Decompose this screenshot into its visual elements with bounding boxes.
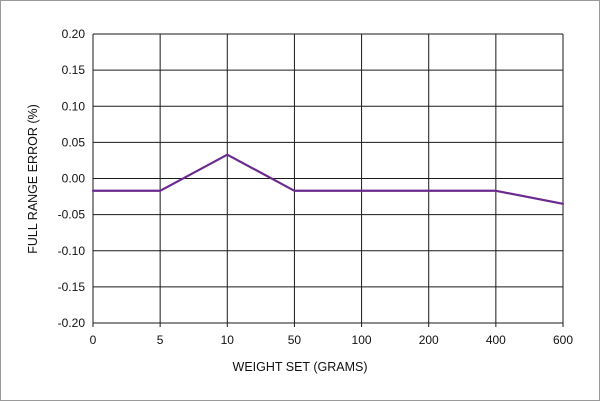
x-tick-label: 400 — [486, 333, 506, 347]
y-tick-label: 0.15 — [62, 63, 86, 77]
x-axis-label: WEIGHT SET (GRAMS) — [233, 360, 368, 374]
data-series — [91, 153, 565, 205]
x-tick-label: 0 — [90, 333, 97, 347]
grid-lines — [92, 33, 564, 327]
y-tick-label: -0.10 — [58, 244, 86, 258]
x-tick-label: 10 — [221, 333, 235, 347]
y-tick-labels: 0.20 0.15 0.10 0.05 0.00 -0.05 -0.10 -0.15 -0.20 — [58, 27, 86, 330]
x-tick-labels: 0 5 10 50 100 200 400 600 — [90, 333, 574, 347]
y-tick-label: -0.15 — [58, 280, 86, 294]
series-line — [91, 153, 565, 205]
y-tick-label: 0.10 — [62, 99, 86, 113]
y-tick-label: 0.20 — [62, 27, 86, 41]
y-tick-label: 0.05 — [62, 135, 86, 149]
y-axis-label: FULL RANGE ERROR (%) — [26, 104, 40, 254]
y-tick-label: -0.20 — [58, 316, 86, 330]
x-tick-label: 100 — [352, 333, 372, 347]
x-tick-label: 5 — [157, 333, 164, 347]
x-tick-label: 600 — [553, 333, 573, 347]
x-tick-label: 200 — [419, 333, 439, 347]
y-tick-label: -0.05 — [58, 208, 86, 222]
x-tick-label: 50 — [288, 333, 302, 347]
y-tick-label: 0.00 — [62, 172, 86, 186]
